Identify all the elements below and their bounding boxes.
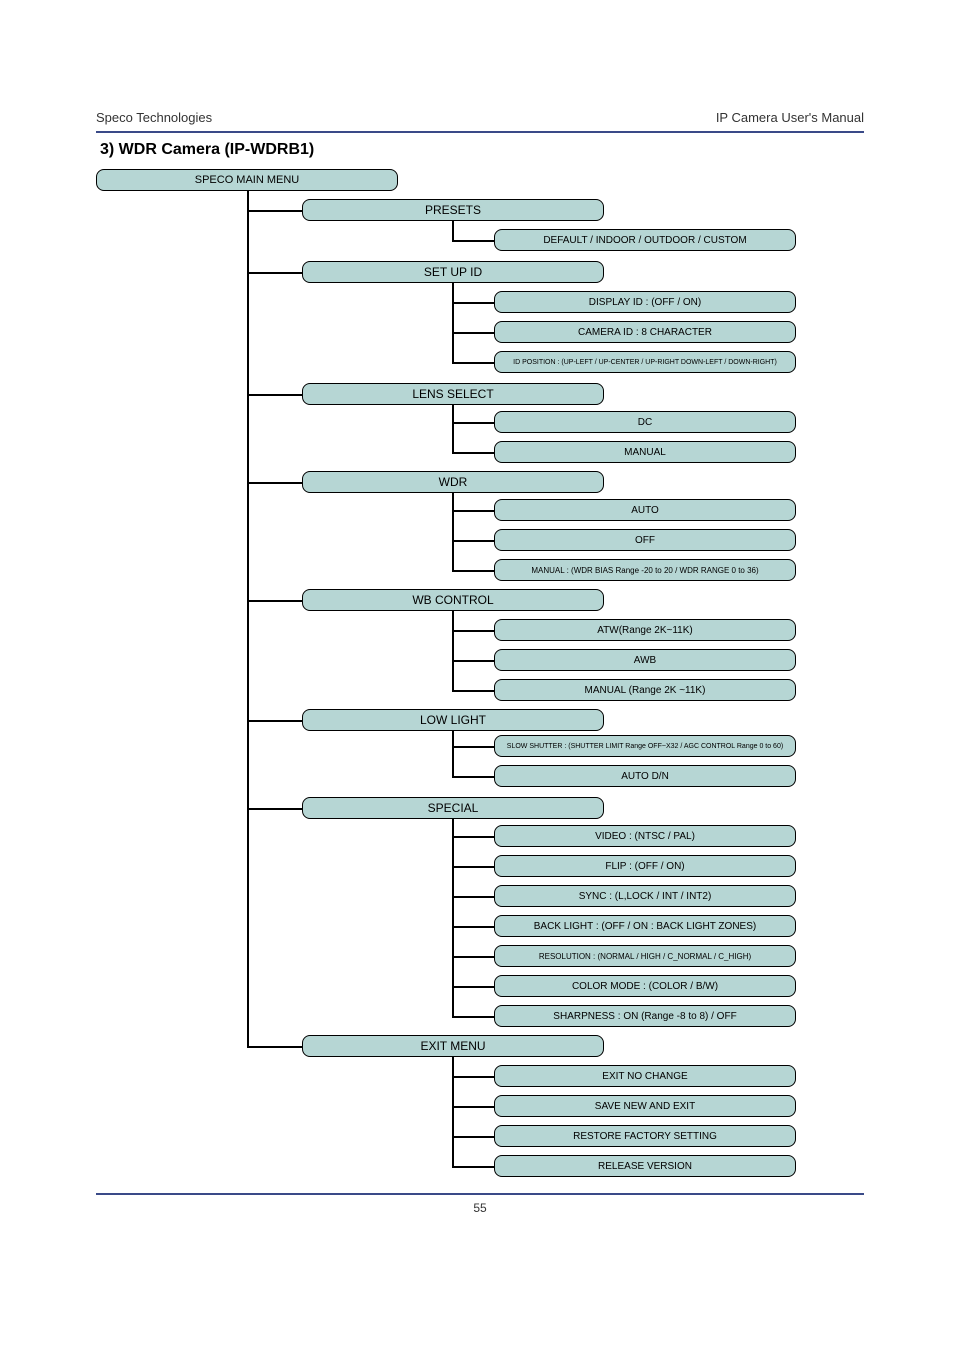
leaf-box-5-1: AUTO D/N	[494, 765, 796, 787]
leaf-box-3-2: MANUAL : (WDR BIAS Range -20 to 20 / WDR…	[494, 559, 796, 581]
leaf-h-7-3	[452, 1166, 494, 1168]
branch-h-7	[247, 1046, 302, 1048]
sub-vline-0	[452, 221, 454, 240]
section-heading: 3) WDR Camera (IP-WDRB1)	[96, 141, 864, 159]
leaf-box-6-5: COLOR MODE : (COLOR / B/W)	[494, 975, 796, 997]
footer-rule	[96, 1193, 864, 1195]
leaf-h-6-3	[452, 926, 494, 928]
leaf-h-7-0	[452, 1076, 494, 1078]
leaf-h-7-2	[452, 1136, 494, 1138]
leaf-h-1-2	[452, 362, 494, 364]
branch-h-1	[247, 272, 302, 274]
leaf-h-6-0	[452, 836, 494, 838]
sub-vline-4	[452, 611, 454, 690]
leaf-h-2-0	[452, 422, 494, 424]
leaf-h-4-2	[452, 690, 494, 692]
leaf-box-3-1: OFF	[494, 529, 796, 551]
group-box-6: SPECIAL	[302, 797, 604, 819]
leaf-box-6-6: SHARPNESS : ON (Range -8 to 8) / OFF	[494, 1005, 796, 1027]
group-box-0: PRESETS	[302, 199, 604, 221]
branch-h-5	[247, 720, 302, 722]
leaf-h-7-1	[452, 1106, 494, 1108]
leaf-h-6-2	[452, 896, 494, 898]
leaf-box-6-1: FLIP : (OFF / ON)	[494, 855, 796, 877]
leaf-box-5-0: SLOW SHUTTER : (SHUTTER LIMIT Range OFF~…	[494, 735, 796, 757]
header-left: Speco Technologies	[96, 110, 212, 125]
leaf-box-2-0: DC	[494, 411, 796, 433]
leaf-box-1-2: ID POSITION : (UP-LEFT / UP-CENTER / UP-…	[494, 351, 796, 373]
sub-vline-5	[452, 731, 454, 776]
leaf-box-4-2: MANUAL (Range 2K ~11K)	[494, 679, 796, 701]
leaf-box-7-1: SAVE NEW AND EXIT	[494, 1095, 796, 1117]
leaf-box-7-0: EXIT NO CHANGE	[494, 1065, 796, 1087]
sub-vline-7	[452, 1057, 454, 1166]
leaf-h-3-1	[452, 540, 494, 542]
leaf-h-6-6	[452, 1016, 494, 1018]
leaf-h-4-0	[452, 630, 494, 632]
leaf-box-1-0: DISPLAY ID : (OFF / ON)	[494, 291, 796, 313]
branch-h-0	[247, 210, 302, 212]
page-number: 55	[96, 1201, 864, 1215]
header-right: IP Camera User's Manual	[716, 110, 864, 125]
group-box-5: LOW LIGHT	[302, 709, 604, 731]
leaf-h-5-1	[452, 776, 494, 778]
sub-vline-2	[452, 405, 454, 452]
leaf-h-5-0	[452, 746, 494, 748]
leaf-h-6-1	[452, 866, 494, 868]
group-box-2: LENS SELECT	[302, 383, 604, 405]
leaf-box-6-3: BACK LIGHT : (OFF / ON : BACK LIGHT ZONE…	[494, 915, 796, 937]
document-page: Speco Technologies IP Camera User's Manu…	[0, 0, 954, 1245]
leaf-h-4-1	[452, 660, 494, 662]
leaf-h-3-0	[452, 510, 494, 512]
leaf-h-0-0	[452, 240, 494, 242]
leaf-box-6-0: VIDEO : (NTSC / PAL)	[494, 825, 796, 847]
leaf-h-3-2	[452, 570, 494, 572]
branch-h-4	[247, 600, 302, 602]
leaf-box-4-0: ATW(Range 2K~11K)	[494, 619, 796, 641]
group-box-4: WB CONTROL	[302, 589, 604, 611]
leaf-box-1-1: CAMERA ID : 8 CHARACTER	[494, 321, 796, 343]
leaf-box-7-3: RELEASE VERSION	[494, 1155, 796, 1177]
leaf-box-7-2: RESTORE FACTORY SETTING	[494, 1125, 796, 1147]
branch-h-6	[247, 808, 302, 810]
header-rule	[96, 131, 864, 133]
trunk-vline	[247, 191, 249, 1046]
leaf-h-6-5	[452, 986, 494, 988]
branch-h-3	[247, 482, 302, 484]
sub-vline-1	[452, 283, 454, 362]
leaf-h-1-0	[452, 302, 494, 304]
group-box-1: SET UP ID	[302, 261, 604, 283]
group-box-7: EXIT MENU	[302, 1035, 604, 1057]
header-row: Speco Technologies IP Camera User's Manu…	[96, 110, 864, 125]
leaf-h-1-1	[452, 332, 494, 334]
sub-vline-3	[452, 493, 454, 570]
root-box: SPECO MAIN MENU	[96, 169, 398, 191]
group-box-3: WDR	[302, 471, 604, 493]
leaf-box-2-1: MANUAL	[494, 441, 796, 463]
leaf-h-2-1	[452, 452, 494, 454]
menu-tree-diagram: SPECO MAIN MENU PRESETS DEFAULT / INDOOR /…	[96, 169, 864, 1189]
leaf-box-6-4: RESOLUTION : (NORMAL / HIGH / C_NORMAL /…	[494, 945, 796, 967]
leaf-box-6-2: SYNC : (L,LOCK / INT / INT2)	[494, 885, 796, 907]
branch-h-2	[247, 394, 302, 396]
leaf-box-3-0: AUTO	[494, 499, 796, 521]
leaf-box-0-0: DEFAULT / INDOOR / OUTDOOR / CUSTOM	[494, 229, 796, 251]
leaf-box-4-1: AWB	[494, 649, 796, 671]
leaf-h-6-4	[452, 956, 494, 958]
